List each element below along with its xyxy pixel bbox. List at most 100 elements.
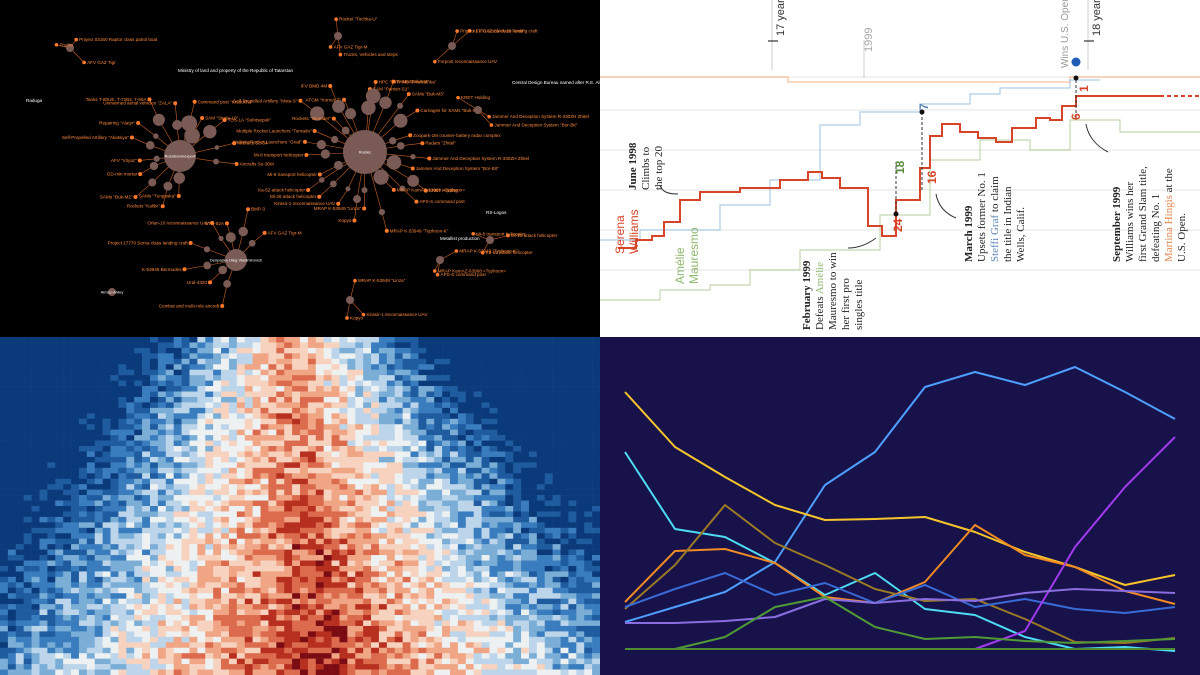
heatmap-cell: [118, 669, 127, 675]
heatmap-cell: [292, 440, 301, 447]
heatmap-cell: [244, 435, 253, 441]
heatmap-cell: [402, 364, 411, 371]
heatmap-cell: [450, 511, 459, 518]
heatmap-cell: [528, 642, 538, 649]
heatmap-cell: [300, 500, 309, 507]
heatmap-cell: [7, 462, 17, 469]
network-node: [318, 177, 325, 183]
heatmap-cell: [292, 489, 301, 496]
heatmap-cell: [284, 533, 293, 540]
heatmap-cell: [513, 407, 522, 414]
heatmap-cell: [521, 664, 530, 670]
heatmap-cell: [189, 533, 198, 540]
heatmap-cell: [292, 500, 301, 507]
heatmap-cell: [481, 598, 490, 605]
heatmap-cell: [213, 642, 222, 649]
heatmap-cell: [418, 342, 427, 349]
heatmap-cell: [371, 418, 380, 425]
heatmap-cell: [86, 516, 96, 523]
heatmap-cell: [55, 549, 64, 556]
heatmap-cell: [521, 576, 530, 583]
heatmap-cell: [47, 506, 56, 512]
heatmap-cell: [252, 593, 261, 599]
heatmap-cell: [481, 478, 490, 485]
heatmap-cell: [157, 364, 167, 371]
heatmap-cell: [189, 467, 198, 474]
heatmap-cell: [528, 522, 538, 529]
heatmap-cell: [118, 391, 127, 398]
heatmap-cell: [489, 604, 498, 610]
heatmap-cell: [71, 604, 80, 610]
heatmap-cell: [236, 555, 246, 561]
heatmap-cell: [465, 560, 474, 567]
heatmap-cell: [560, 467, 569, 474]
heatmap-cell: [371, 516, 380, 523]
heatmap-cell: [536, 544, 546, 550]
heatmap-cell: [307, 364, 317, 371]
heatmap-cell: [355, 511, 364, 518]
heatmap-cell: [489, 576, 498, 583]
heatmap-cell: [457, 544, 467, 550]
heatmap-cell: [63, 669, 72, 675]
heatmap-cell: [592, 587, 600, 594]
heatmap-cell: [323, 369, 332, 376]
heatmap-cell: [592, 522, 600, 529]
heatmap-cell: [521, 495, 530, 501]
heatmap-cell: [110, 358, 119, 365]
heatmap-cell: [584, 364, 593, 371]
heatmap-cell: [205, 565, 214, 572]
heatmap-cell: [110, 511, 119, 518]
heatmap-cell: [181, 604, 190, 610]
heatmap-cell: [544, 669, 553, 675]
heatmap-cell: [371, 407, 380, 414]
heatmap-cell: [592, 473, 600, 480]
heatmap-cell: [205, 451, 214, 458]
heatmap-cell: [252, 484, 261, 490]
heatmap-cell: [505, 576, 514, 583]
heatmap-cell: [552, 484, 561, 490]
heatmap-cell: [552, 446, 561, 452]
heatmap-cell: [173, 653, 182, 659]
heatmap-cell: [363, 489, 372, 496]
heatmap-cell: [300, 337, 309, 343]
network-hub: [343, 130, 387, 174]
heatmap-cell: [592, 538, 600, 545]
heatmap-cell: [181, 364, 190, 371]
heatmap-cell: [276, 555, 285, 561]
heatmap-cell: [284, 669, 293, 675]
heatmap-cell: [331, 467, 340, 474]
heatmap-cell: [394, 462, 403, 469]
heatmap-cell: [418, 500, 427, 507]
heatmap-cell: [402, 565, 411, 572]
heatmap-cell: [292, 555, 301, 561]
heatmap-cell: [221, 604, 230, 610]
heatmap-cell: [23, 549, 32, 556]
heatmap-cell: [55, 440, 64, 447]
heatmap-cell: [39, 593, 48, 599]
heatmap-cell: [31, 495, 40, 501]
heatmap-cell: [47, 358, 56, 365]
heatmap-cell: [347, 418, 356, 425]
heatmap-cell: [592, 549, 600, 556]
heatmap-cell: [323, 647, 332, 654]
heatmap-cell: [513, 489, 522, 496]
heatmap-cell: [181, 653, 190, 659]
heatmap-cell: [568, 435, 577, 441]
heatmap-cell: [386, 467, 396, 474]
heatmap-cell: [244, 669, 253, 675]
heatmap-cell: [221, 396, 230, 403]
heatmap-cell: [521, 511, 530, 518]
heatmap-cell: [15, 615, 24, 621]
heatmap-cell: [355, 347, 364, 354]
rank-16: 16: [925, 170, 939, 184]
heatmap-cell: [31, 506, 40, 512]
heatmap-cell: [236, 664, 246, 670]
heatmap-cell: [544, 413, 553, 420]
heatmap-cell: [173, 576, 182, 583]
heatmap-cell: [355, 620, 364, 627]
heatmap-cell: [228, 337, 238, 343]
network-leaf: [362, 206, 367, 211]
heatmap-cell: [94, 396, 103, 403]
heatmap-cell: [394, 527, 403, 534]
heatmap-cell: [181, 587, 190, 594]
